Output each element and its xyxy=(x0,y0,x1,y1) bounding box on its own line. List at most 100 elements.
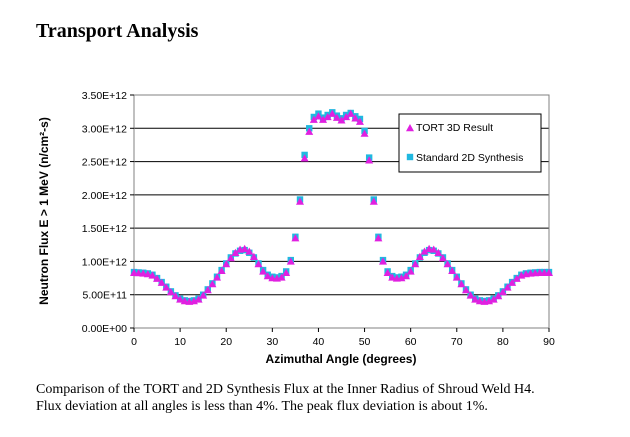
tort-point xyxy=(240,244,249,252)
tort-point xyxy=(337,116,346,124)
tort-point xyxy=(388,273,397,281)
legend-marker-tort xyxy=(406,124,414,132)
y-tick-label: 1.00E+12 xyxy=(82,256,127,268)
data-series xyxy=(130,109,553,305)
y-tick-label: 3.50E+12 xyxy=(82,90,127,102)
tort-point xyxy=(194,295,203,303)
legend-box xyxy=(398,113,542,173)
tort-point xyxy=(355,117,364,125)
plot-area xyxy=(133,94,550,329)
tort-point xyxy=(176,295,185,303)
tort-point xyxy=(397,274,406,282)
tort-point xyxy=(452,273,461,281)
tort-point xyxy=(443,260,452,268)
tort-point xyxy=(226,254,235,262)
x-tick-label: 90 xyxy=(543,336,555,348)
tort-point xyxy=(471,295,480,303)
tort-point xyxy=(162,283,171,291)
tort-point xyxy=(171,292,180,300)
x-tick-label: 50 xyxy=(359,336,371,348)
tort-point xyxy=(291,234,300,242)
y-tick-label: 2.00E+12 xyxy=(82,190,127,202)
tort-point xyxy=(545,268,553,276)
tort-point xyxy=(166,288,175,296)
tort-point xyxy=(369,197,378,205)
tort-point xyxy=(199,291,208,299)
tort-point xyxy=(282,268,291,276)
y-axis-label: Neutron Flux E > 1 MeV (n/cm²-s) xyxy=(37,117,51,305)
legend-marker-synthesis xyxy=(406,153,414,161)
tort-point xyxy=(360,129,369,137)
tort-point xyxy=(457,280,466,288)
y-tick-label: 1.50E+12 xyxy=(82,223,127,235)
tort-point xyxy=(365,156,374,164)
tort-point xyxy=(222,260,231,268)
caption-line-2: Flux deviation at all angles is less tha… xyxy=(36,399,488,414)
tort-point xyxy=(153,274,162,282)
tort-point xyxy=(438,254,447,262)
tort-point xyxy=(379,257,387,265)
tort-point xyxy=(231,248,240,256)
page-title: Transport Analysis xyxy=(36,20,199,42)
tort-point xyxy=(323,112,332,121)
caption-line-1: Comparison of the TORT and 2D Synthesis … xyxy=(36,382,535,397)
tort-point xyxy=(402,272,411,280)
tort-point xyxy=(411,260,420,268)
tort-point xyxy=(494,292,503,300)
tort-point xyxy=(208,280,217,288)
x-axis-ticks: 0 10 20 30 40 50 60 70 80 90 xyxy=(131,328,555,348)
tort-point xyxy=(148,271,157,279)
x-tick-label: 70 xyxy=(451,336,463,348)
y-axis-ticks: 0.00E+00 5.00E+11 1.00E+12 1.50E+12 2.00E+12… xyxy=(82,90,134,335)
tort-point xyxy=(489,295,498,303)
tort-point xyxy=(328,109,337,117)
legend-square-icon xyxy=(406,153,414,161)
tort-point xyxy=(296,197,304,205)
tort-point xyxy=(415,252,424,260)
x-tick-label: 40 xyxy=(313,336,325,348)
tort-point xyxy=(203,286,212,294)
tort-point xyxy=(374,234,383,242)
x-tick-label: 0 xyxy=(131,336,137,348)
tort-point xyxy=(263,272,272,280)
legend-label-synthesis: Standard 2D Synthesis xyxy=(416,152,523,164)
y-tick-label: 3.00E+12 xyxy=(82,123,127,135)
tort-point xyxy=(314,112,323,120)
tort-point xyxy=(383,268,392,276)
tort-point xyxy=(498,288,507,296)
tort-point xyxy=(213,273,221,281)
tort-point xyxy=(245,247,254,255)
x-axis-label: Azimuthal Angle (degrees) xyxy=(266,352,417,366)
tort-point xyxy=(503,283,512,291)
x-tick-label: 20 xyxy=(220,336,232,348)
series-tort xyxy=(130,109,553,305)
x-tick-label: 30 xyxy=(266,336,278,348)
tort-point xyxy=(286,257,295,265)
legend-label-tort: TORT 3D Result xyxy=(416,122,493,134)
tort-point xyxy=(434,248,443,256)
tort-point xyxy=(466,291,475,299)
tort-point xyxy=(217,266,226,274)
legend-triangle-icon xyxy=(406,124,414,132)
tort-point xyxy=(429,245,438,253)
y-tick-label: 2.50E+12 xyxy=(82,157,127,169)
tort-point xyxy=(319,115,328,123)
tort-point xyxy=(462,286,470,294)
tort-point xyxy=(448,266,457,274)
tort-point xyxy=(277,273,286,281)
x-tick-label: 80 xyxy=(497,336,509,348)
tort-point xyxy=(309,115,318,123)
x-tick-label: 10 xyxy=(174,336,186,348)
y-tick-label: 0.00E+00 xyxy=(82,323,127,335)
tort-point xyxy=(157,278,166,286)
tort-point xyxy=(332,113,341,121)
figure-caption: Comparison of the TORT and 2D Synthesis … xyxy=(36,381,616,415)
tort-point xyxy=(406,267,415,275)
tort-point xyxy=(420,247,429,255)
x-tick-label: 60 xyxy=(405,336,417,348)
tort-point xyxy=(254,260,263,268)
tort-point xyxy=(508,278,517,286)
tort-point xyxy=(342,112,351,121)
tort-point xyxy=(305,127,314,135)
